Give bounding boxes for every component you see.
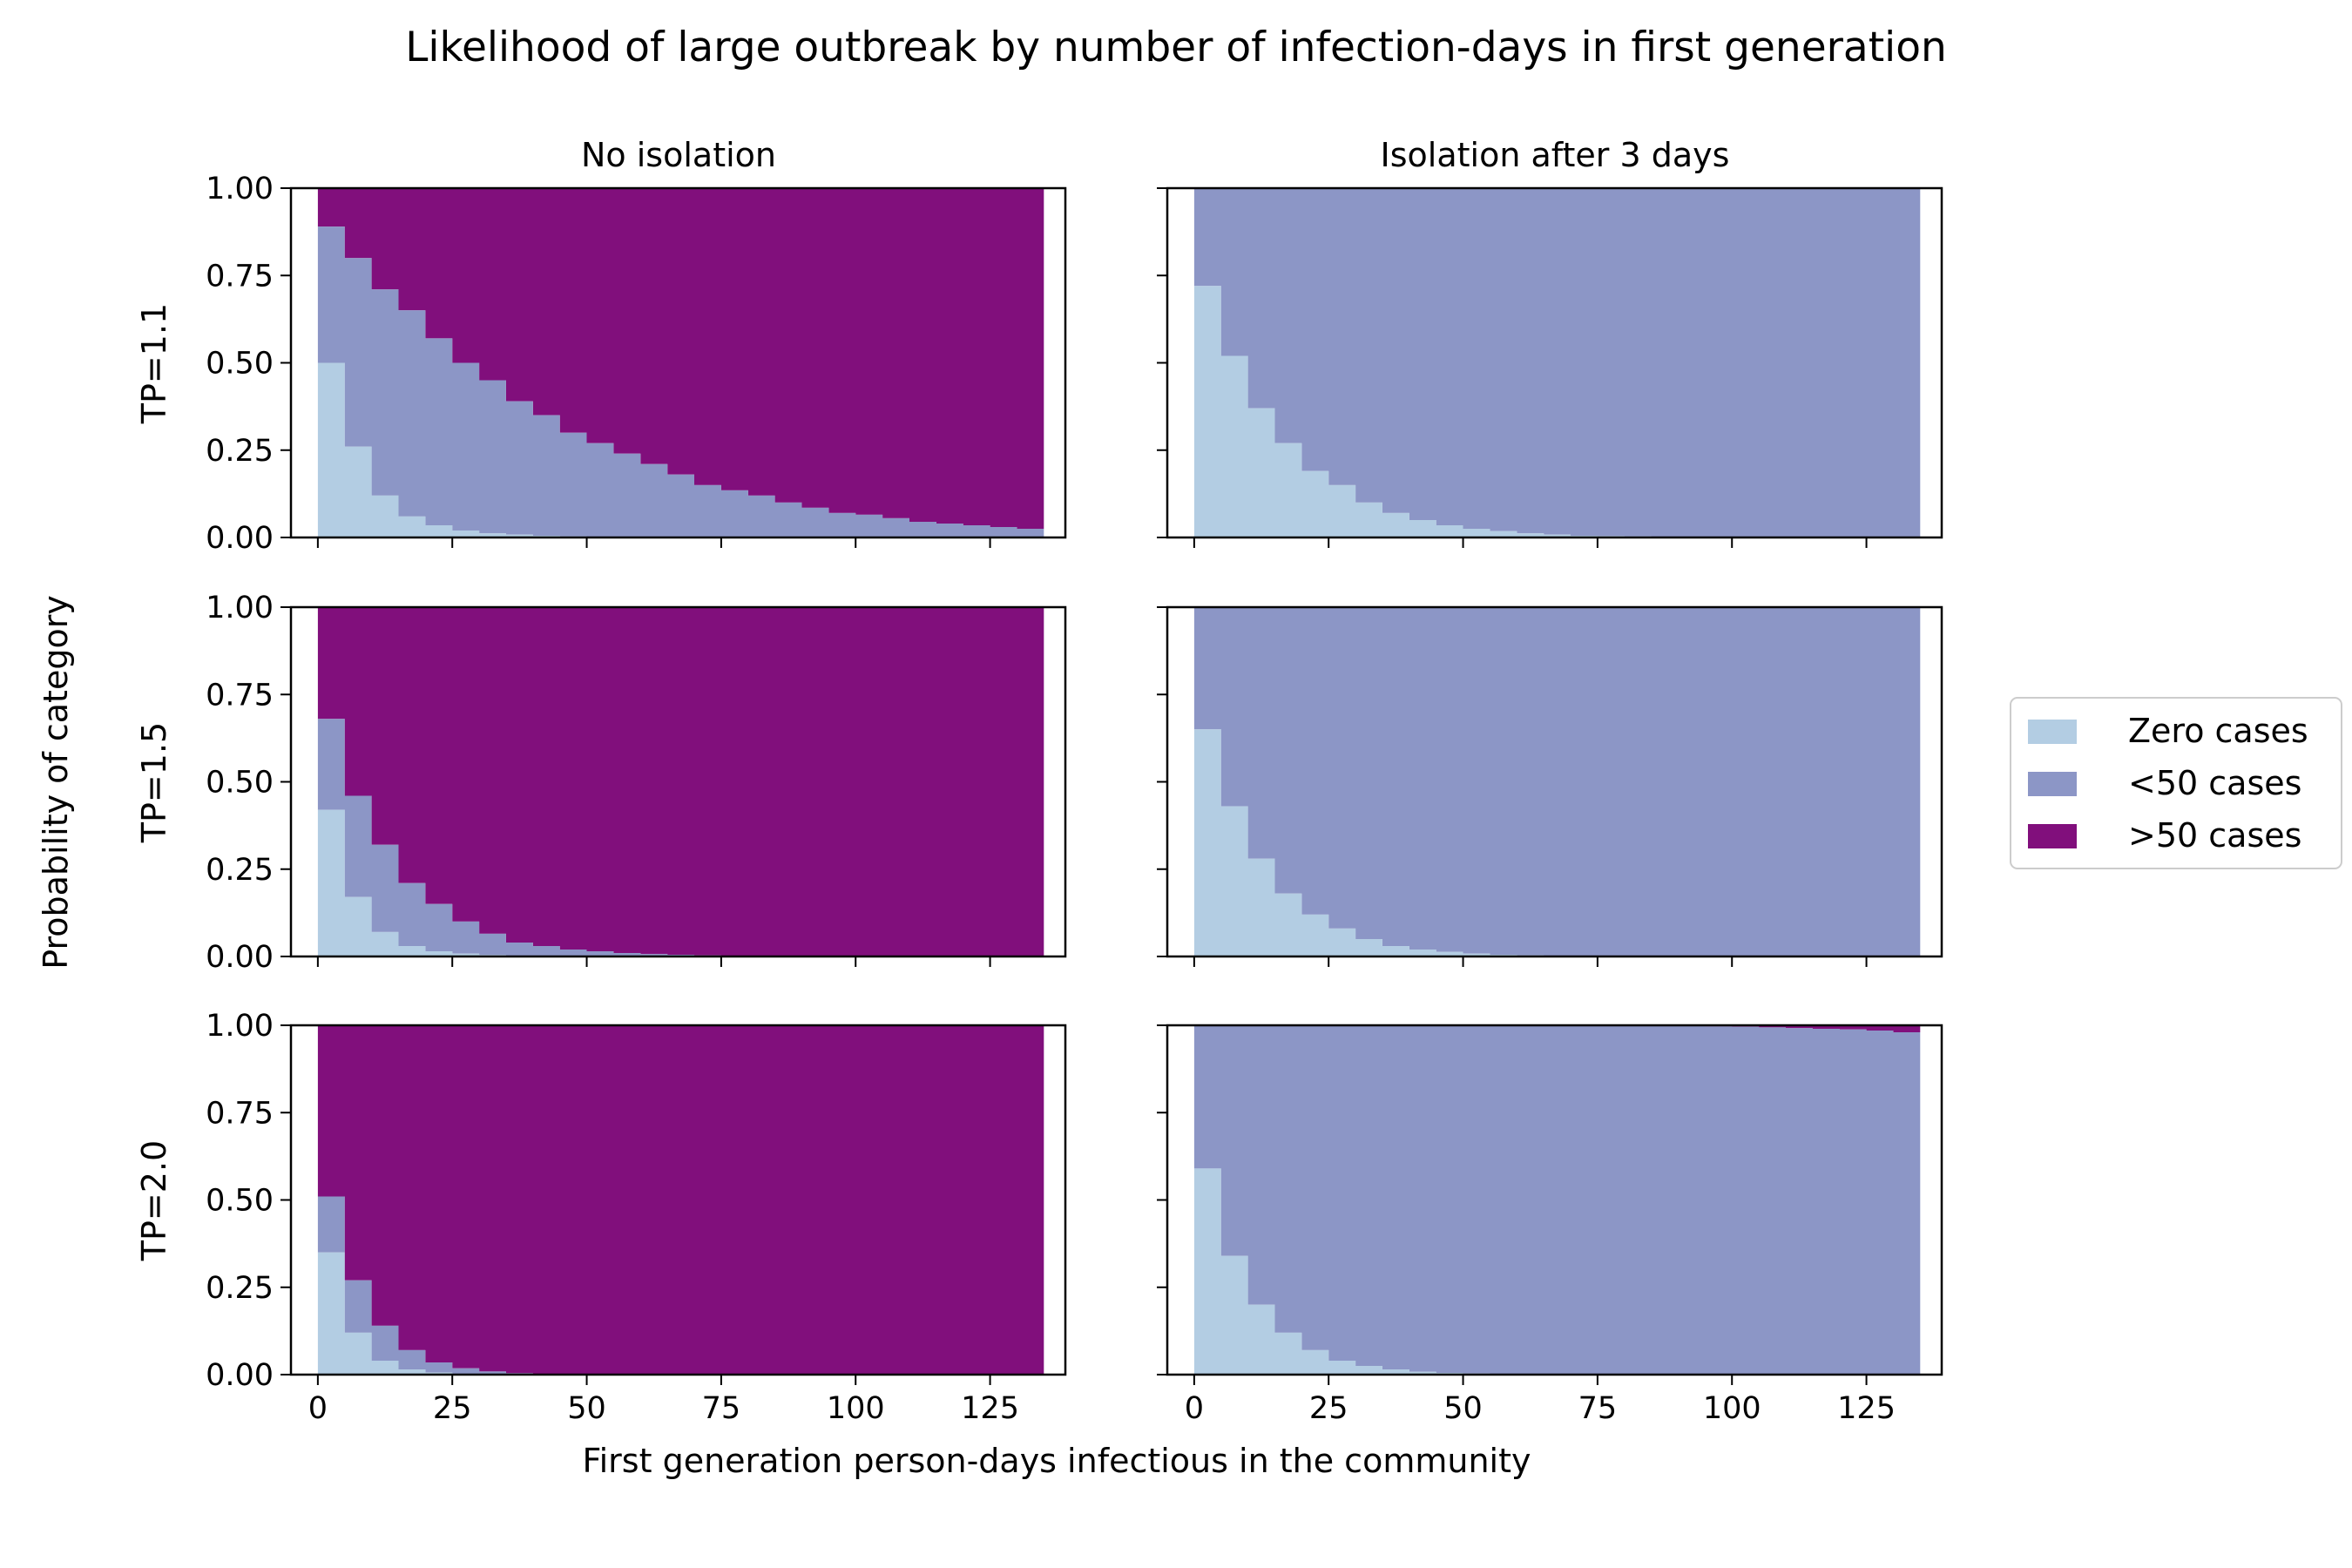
area-lt50-r0c1 [1193, 188, 1921, 537]
x-tick-label-r2c1-4: 100 [1703, 1391, 1761, 1426]
x-tick-label-r2c0-4: 100 [827, 1391, 885, 1426]
y-tick-label-r0c0-0: 0.00 [206, 521, 274, 556]
legend-label-zero: Zero cases [2128, 712, 2308, 750]
row-label-tp-1-1: TP=1.1 [135, 303, 173, 424]
x-tick-label-r2c0-3: 75 [702, 1391, 741, 1426]
area-gt50-r1c0 [317, 607, 1044, 956]
y-tick-label-r1c0-3: 0.75 [206, 678, 274, 713]
x-tick-label-r2c0-1: 25 [433, 1391, 472, 1426]
y-tick-label-r2c0-1: 0.25 [206, 1271, 274, 1306]
x-tick-label-r2c0-2: 50 [567, 1391, 606, 1426]
y-tick-label-r2c0-0: 0.00 [206, 1358, 274, 1393]
row-label-tp-2-0: TP=2.0 [135, 1140, 173, 1261]
y-axis-label: Probability of category [37, 595, 75, 970]
y-tick-label-r0c0-3: 0.75 [206, 259, 274, 294]
legend: Zero cases <50 cases >50 cases [2010, 697, 2342, 869]
area-zero-r1c1 [1193, 729, 1921, 956]
legend-swatch-zero [2028, 720, 2077, 744]
column-title-no-isolation: No isolation [581, 136, 776, 174]
y-tick-label-r1c0-4: 1.00 [206, 591, 274, 625]
legend-swatch-lt50 [2028, 772, 2077, 796]
x-tick-label-r2c0-0: 0 [308, 1391, 328, 1426]
column-title-isolation: Isolation after 3 days [1381, 136, 1730, 174]
panel-r2c1: 0 25 50 75 100 125 [1157, 1024, 1943, 1426]
panel-r1c0: 0.00 0.25 0.50 0.75 1.00 [206, 591, 1067, 975]
legend-label-lt50: <50 cases [2128, 764, 2301, 802]
x-tick-label-r2c1-0: 0 [1185, 1391, 1204, 1426]
x-tick-label-r2c0-5: 125 [961, 1391, 1019, 1426]
figure-title: Likelihood of large outbreak by number o… [405, 24, 1947, 71]
y-tick-label-r0c0-2: 0.50 [206, 347, 274, 382]
area-gt50-r2c0 [317, 1025, 1044, 1375]
area-lt50-r2c1 [1193, 1025, 1921, 1375]
y-tick-label-r0c0-4: 1.00 [206, 172, 274, 206]
panel-r0c1 [1157, 186, 1943, 548]
y-tick-label-r2c0-2: 0.50 [206, 1184, 274, 1219]
area-lt50-r0c0 [317, 226, 1044, 537]
y-tick-label-r2c0-3: 0.75 [206, 1096, 274, 1131]
legend-frame [2010, 697, 2342, 869]
area-zero-r2c0 [317, 1252, 1044, 1375]
x-tick-label-r2c1-5: 125 [1837, 1391, 1896, 1426]
y-tick-label-r2c0-4: 1.00 [206, 1009, 274, 1044]
y-tick-label-r0c0-1: 0.25 [206, 434, 274, 469]
x-tick-label-r2c1-1: 25 [1309, 1391, 1348, 1426]
x-axis-label: First generation person-days infectious … [583, 1442, 1531, 1480]
y-tick-label-r1c0-0: 0.00 [206, 940, 274, 975]
panel-r2c0: 0.00 0.25 0.50 0.75 1.00 0 25 50 75 100 125 [206, 1009, 1067, 1426]
area-zero-r2c1 [1193, 1168, 1921, 1375]
panel-r1c1 [1157, 605, 1943, 967]
legend-swatch-gt50 [2028, 824, 2077, 848]
y-tick-label-r1c0-1: 0.25 [206, 853, 274, 888]
area-lt50-r1c1 [1193, 607, 1921, 956]
panels: 0.00 0.25 0.50 0.75 1.00 0.00 0.25 0.50 0.75 1.00… [206, 172, 1943, 1426]
area-lt50-r2c0 [317, 1196, 1044, 1375]
y-tick-label-r1c0-2: 0.50 [206, 766, 274, 801]
legend-label-gt50: >50 cases [2128, 816, 2301, 855]
panel-r0c0: 0.00 0.25 0.50 0.75 1.00 [206, 172, 1067, 556]
area-gt50-r0c0 [317, 188, 1044, 529]
area-zero-r1c0 [317, 809, 1044, 956]
area-zero-r0c0 [317, 362, 1044, 537]
area-zero-r0c1 [1193, 286, 1921, 537]
x-tick-label-r2c1-2: 50 [1443, 1391, 1483, 1426]
row-label-tp-1-5: TP=1.5 [135, 722, 173, 843]
x-tick-label-r2c1-3: 75 [1578, 1391, 1618, 1426]
